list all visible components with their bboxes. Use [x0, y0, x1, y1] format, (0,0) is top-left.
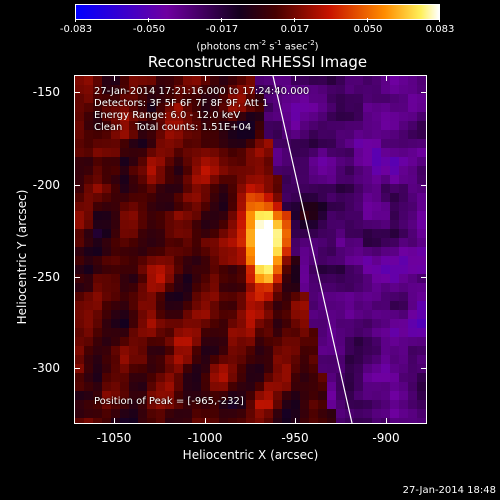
y-tick-label: -200 [32, 178, 60, 192]
rhessi-map [75, 76, 426, 423]
peak-position-label: Position of Peak = [-965,-232] [94, 396, 244, 407]
plot-title: Reconstructed RHESSI Image [147, 53, 368, 71]
colorbar-tick-label: 0.017 [280, 24, 310, 35]
solar-limb-line [272, 76, 353, 423]
x-tick-label: -1050 [96, 431, 132, 445]
colorbar-tick-mark [294, 18, 295, 22]
x-tick-label: -1000 [187, 431, 223, 445]
units-text: asec [281, 41, 308, 53]
colorbar-tick-mark [75, 18, 76, 22]
generation-timestamp: 27-Jan-2014 18:48 [402, 485, 496, 496]
info-time-range: 27-Jan-2014 17:21:16.000 to 17:24:40.000 [94, 86, 310, 97]
colorbar-tick-label: -0.083 [59, 24, 93, 35]
colorbar-tick-label: 0.050 [353, 24, 383, 35]
image-pixels [75, 76, 426, 423]
colorbar-tick-label: -0.050 [132, 24, 166, 35]
info-energy-range: Energy Range: 6.0 - 12.0 keV [94, 110, 241, 121]
units-text: (photons cm [196, 41, 260, 53]
colorbar-tick-label: 0.083 [425, 24, 455, 35]
rhessi-image-panel [74, 75, 427, 424]
colorbar-section: -0.083 -0.050 -0.017 0.017 0.050 0.083 (… [0, 0, 500, 60]
y-tick-label: -300 [32, 361, 60, 375]
units-text: s [266, 41, 275, 53]
colorbar [75, 4, 440, 20]
info-clean-counts: Clean Total counts: 1.51E+04 [94, 122, 252, 133]
info-detectors: Detectors: 3F 5F 6F 7F 8F 9F, Att 1 [94, 98, 269, 109]
units-exponent: -2 [307, 39, 315, 47]
x-tick-label: -950 [281, 431, 309, 445]
units-text: ) [314, 41, 319, 53]
units-exponent: -2 [259, 39, 267, 47]
colorbar-tick-label: -0.017 [205, 24, 239, 35]
x-tick-label: -900 [372, 431, 400, 445]
colorbar-tick-mark [367, 18, 368, 22]
colorbar-tick-mark [148, 18, 149, 22]
colorbar-tick-mark [221, 18, 222, 22]
y-tick-label: -150 [32, 85, 60, 99]
units-exponent: -1 [274, 39, 282, 47]
colorbar-units: (photons cm-2 s-1 asec-2) [0, 39, 500, 52]
colorbar-tick-mark [439, 18, 440, 22]
y-tick-label: -250 [32, 270, 60, 284]
x-axis-label: Heliocentric X (arcsec) [182, 448, 319, 462]
y-axis-label: Heliocentric Y (arcsec) [15, 189, 29, 325]
